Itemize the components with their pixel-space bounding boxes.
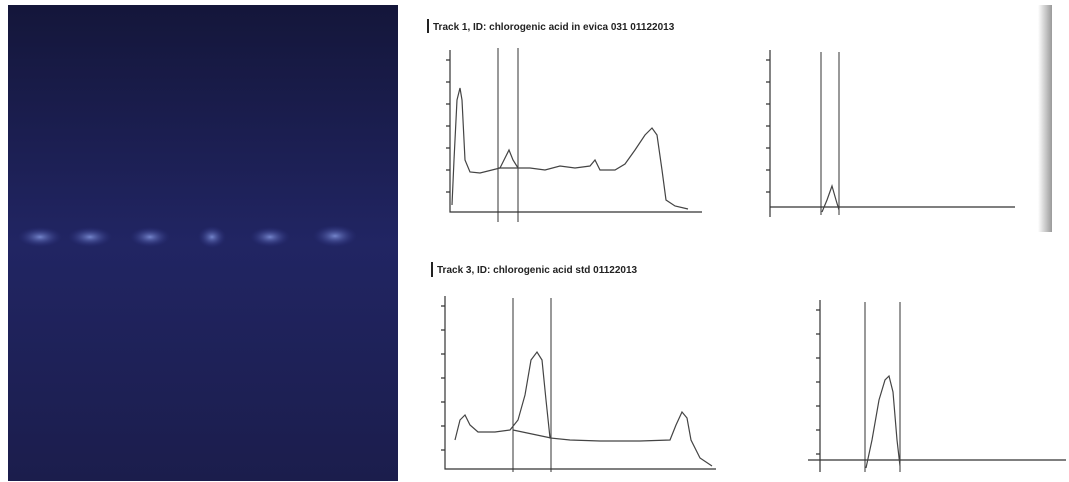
axes xyxy=(446,50,702,213)
axes xyxy=(766,50,771,217)
densitogram xyxy=(446,48,702,222)
axes xyxy=(816,300,821,472)
baseline xyxy=(512,429,552,439)
tlc-plate xyxy=(8,5,398,481)
spot xyxy=(130,227,170,247)
scan-curve xyxy=(454,350,713,467)
spot xyxy=(198,226,226,248)
spot xyxy=(18,227,62,247)
densitogram xyxy=(808,300,1066,472)
scan-curve xyxy=(451,87,689,210)
page-edge xyxy=(1038,5,1052,232)
spot xyxy=(68,227,112,247)
peak xyxy=(865,374,901,469)
panel-title: Track 3, ID: chlorogenic acid std 011220… xyxy=(437,265,638,276)
panel-title: Track 1, ID: chlorogenic acid in evica 0… xyxy=(433,22,675,33)
peak xyxy=(821,184,840,213)
spot xyxy=(250,227,290,247)
axes xyxy=(441,296,716,470)
spot xyxy=(313,225,357,247)
densitogram xyxy=(766,50,1015,217)
densitogram xyxy=(441,296,716,472)
